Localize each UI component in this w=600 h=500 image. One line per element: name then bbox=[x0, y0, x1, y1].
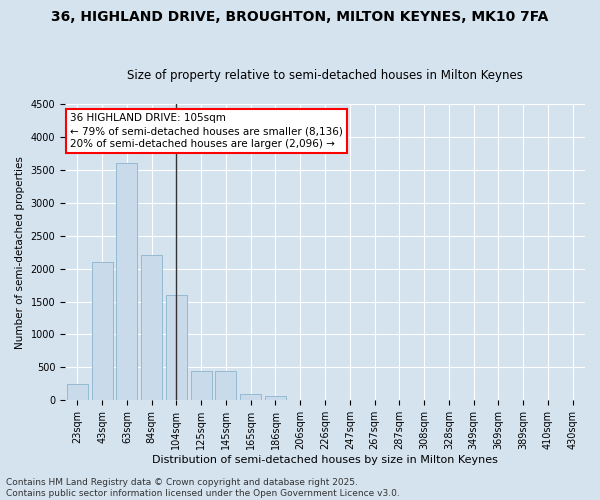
Bar bbox=[191, 370, 212, 400]
Bar bbox=[166, 295, 187, 401]
Text: 36, HIGHLAND DRIVE, BROUGHTON, MILTON KEYNES, MK10 7FA: 36, HIGHLAND DRIVE, BROUGHTON, MILTON KE… bbox=[52, 10, 548, 24]
Bar bbox=[67, 384, 88, 400]
Bar bbox=[265, 396, 286, 400]
Text: Contains HM Land Registry data © Crown copyright and database right 2025.
Contai: Contains HM Land Registry data © Crown c… bbox=[6, 478, 400, 498]
Y-axis label: Number of semi-detached properties: Number of semi-detached properties bbox=[15, 156, 25, 348]
Bar bbox=[92, 262, 113, 400]
Bar bbox=[141, 256, 162, 400]
X-axis label: Distribution of semi-detached houses by size in Milton Keynes: Distribution of semi-detached houses by … bbox=[152, 455, 498, 465]
Bar bbox=[116, 164, 137, 400]
Text: 36 HIGHLAND DRIVE: 105sqm
← 79% of semi-detached houses are smaller (8,136)
20% : 36 HIGHLAND DRIVE: 105sqm ← 79% of semi-… bbox=[70, 113, 343, 150]
Bar bbox=[215, 370, 236, 400]
Bar bbox=[240, 394, 261, 400]
Title: Size of property relative to semi-detached houses in Milton Keynes: Size of property relative to semi-detach… bbox=[127, 69, 523, 82]
